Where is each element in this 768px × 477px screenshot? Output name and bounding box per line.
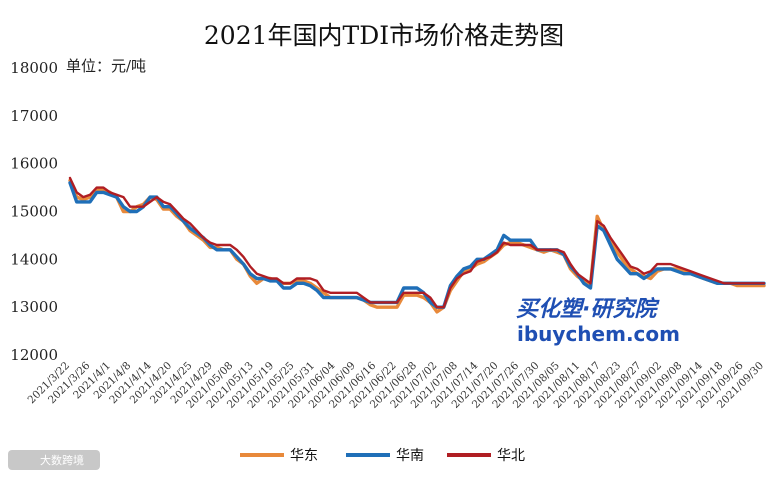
legend-item: 华东 bbox=[240, 448, 318, 464]
watermark-badge bbox=[8, 450, 100, 470]
y-tick-label: 12000 bbox=[10, 346, 58, 364]
x-axis: 2021/3/222021/3/262021/4/12021/4/82021/4… bbox=[26, 359, 767, 411]
watermark: 买化塑·研究院 ibuychem.com 大数跨境 bbox=[8, 296, 680, 470]
y-axis: 12000 13000 14000 15000 16000 17000 18000 bbox=[10, 59, 58, 364]
y-tick-label: 18000 bbox=[10, 59, 58, 77]
watermark-corner-text: 大数跨境 bbox=[40, 453, 84, 467]
y-tick-label: 14000 bbox=[10, 250, 58, 268]
y-tick-label: 16000 bbox=[10, 155, 58, 173]
series-line-2 bbox=[68, 181, 766, 309]
y-tick-label: 15000 bbox=[10, 203, 58, 221]
legend-label: 华南 bbox=[396, 448, 424, 464]
legend-item: 华北 bbox=[447, 448, 525, 464]
watermark-brand: 买化塑·研究院 bbox=[516, 296, 660, 322]
series-layer bbox=[68, 176, 766, 314]
legend-label: 华北 bbox=[497, 448, 525, 464]
chart-title: 2021年国内TDI市场价格走势图 bbox=[204, 21, 564, 50]
watermark-domain: ibuychem.com bbox=[517, 322, 680, 346]
legend: 华东 华南 华北 bbox=[240, 448, 525, 464]
series-line-3 bbox=[68, 176, 766, 309]
unit-label: 单位：元/吨 bbox=[66, 57, 146, 75]
legend-label: 华东 bbox=[290, 448, 318, 464]
y-tick-label: 13000 bbox=[10, 298, 58, 316]
legend-item: 华南 bbox=[346, 448, 424, 464]
y-tick-label: 17000 bbox=[10, 107, 58, 125]
